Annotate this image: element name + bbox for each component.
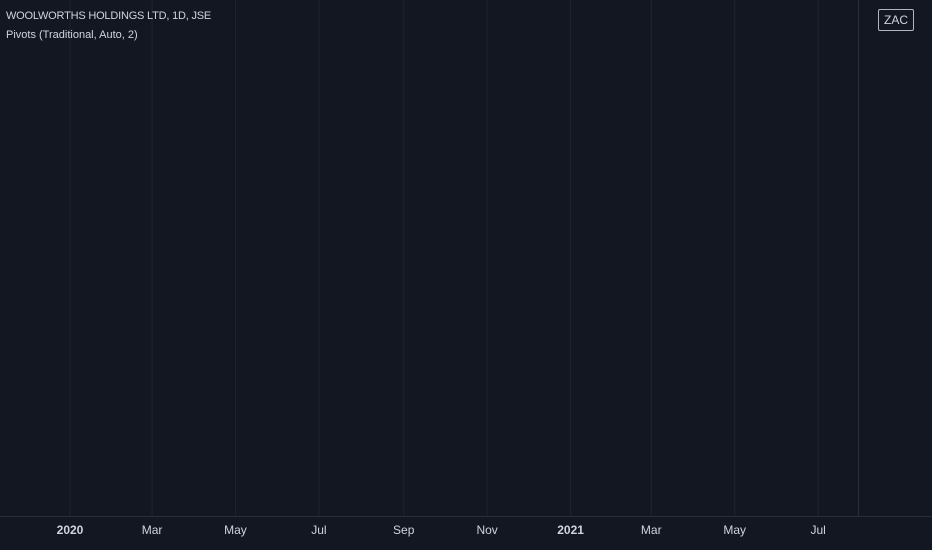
time-tick-label: May [723, 523, 746, 537]
time-tick-label: Mar [142, 523, 163, 537]
chart-title[interactable]: WOOLWORTHS HOLDINGS LTD, 1D, JSE [6, 10, 212, 22]
time-tick-label: Nov [476, 523, 497, 537]
indicator-legend[interactable]: Pivots (Traditional, Auto, 2) [6, 29, 138, 41]
time-axis: 2020 Mar May Jul Sep Nov 2021 Mar May Jul [57, 523, 826, 537]
grid [69, 0, 819, 516]
time-tick-label: Mar [641, 523, 662, 537]
time-tick-label: 2020 [57, 523, 84, 537]
time-tick-label: 2021 [557, 523, 584, 537]
time-tick-label: May [224, 523, 247, 537]
time-tick-label: Jul [311, 523, 326, 537]
currency-button[interactable]: ZAC [878, 9, 914, 31]
time-tick-label: Jul [810, 523, 825, 537]
time-tick-label: Sep [393, 523, 415, 537]
